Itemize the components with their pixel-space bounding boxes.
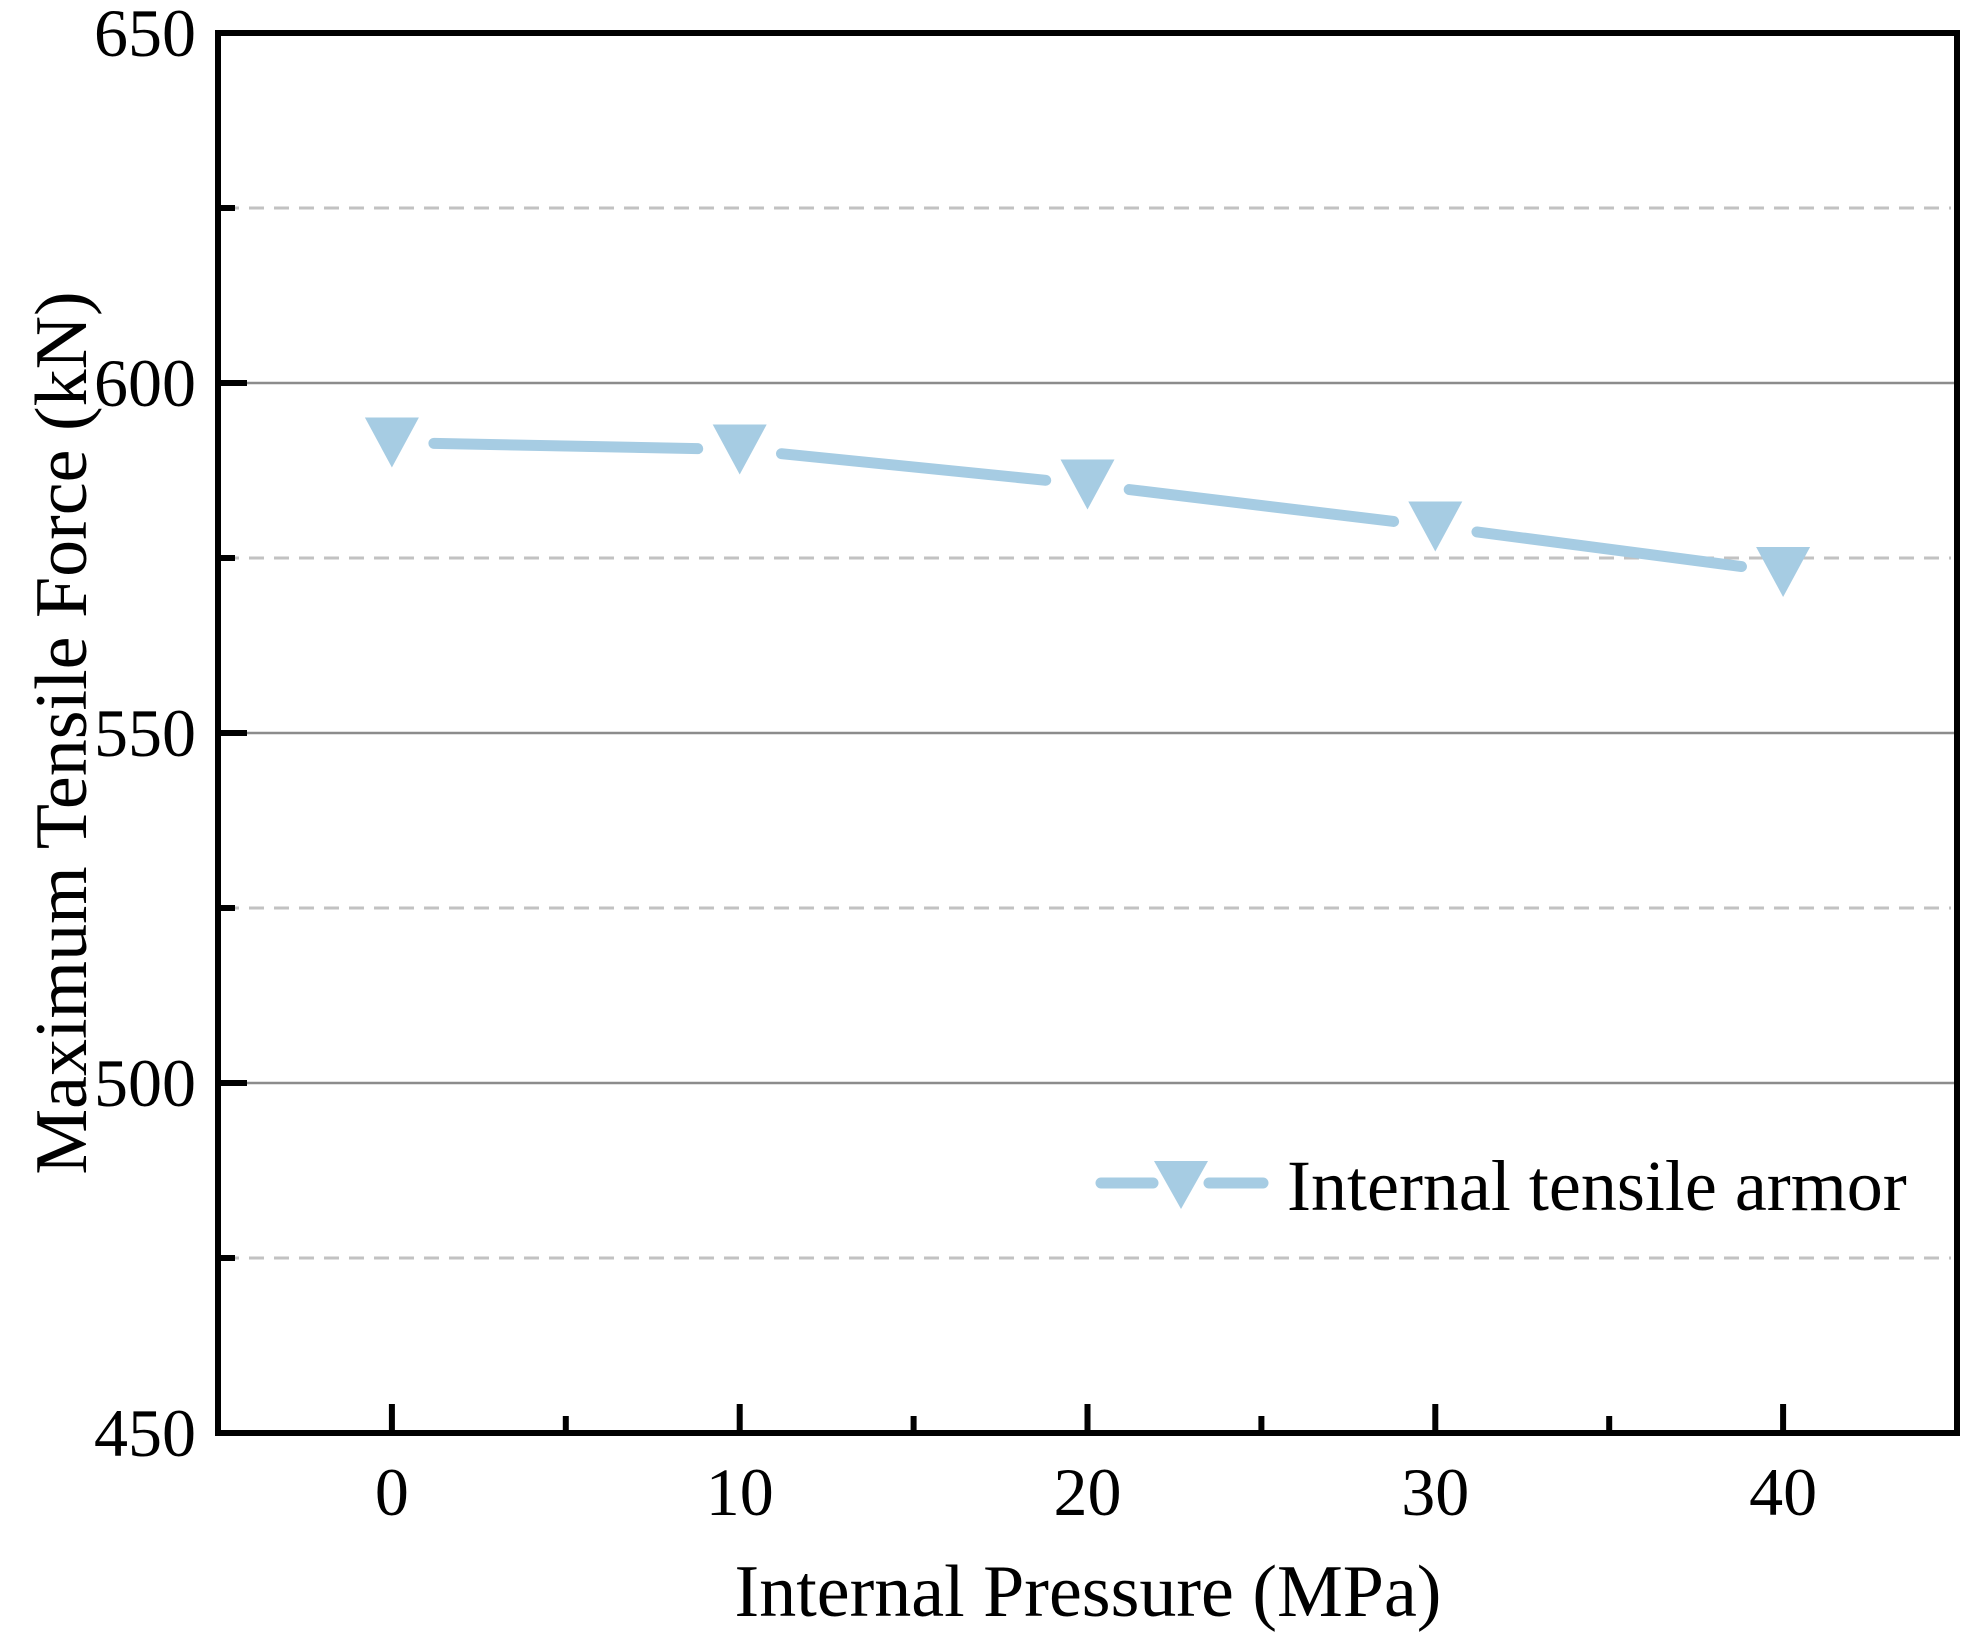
y-tick-label: 500	[94, 1045, 196, 1121]
series-line-segment	[1123, 484, 1400, 527]
series-line-segment	[428, 437, 704, 455]
x-tick-label: 30	[1401, 1454, 1470, 1530]
legend: Internal tensile armor	[1093, 1139, 1907, 1233]
series-line-segment	[775, 448, 1052, 486]
x-tick-label: 10	[705, 1454, 774, 1530]
triangle-down-marker	[1060, 459, 1115, 510]
y-tick-label: 450	[94, 1395, 196, 1471]
x-tick-label: 40	[1749, 1454, 1818, 1530]
x-tick-label: 20	[1053, 1454, 1122, 1530]
legend-line-symbol-icon	[1095, 1161, 1269, 1209]
triangle-down-marker	[1408, 501, 1463, 552]
x-axis-title: Internal Pressure (MPa)	[734, 1551, 1442, 1633]
triangle-down-marker	[1756, 547, 1811, 597]
x-tick-label: 0	[374, 1454, 409, 1530]
y-axis-title: Maximum Tensile Force (kN)	[21, 291, 103, 1175]
legend-entry-label: Internal tensile armor	[1287, 1146, 1907, 1226]
triangle-down-marker	[364, 417, 419, 468]
y-tick-label: 550	[94, 695, 196, 771]
y-tick-label: 600	[94, 345, 196, 421]
axis-frame	[215, 30, 1960, 1436]
legend-triangle-down-marker	[1154, 1161, 1208, 1209]
triangle-down-marker	[712, 424, 767, 475]
series-line-segment	[1471, 526, 1747, 573]
y-tick-label: 650	[94, 0, 196, 71]
